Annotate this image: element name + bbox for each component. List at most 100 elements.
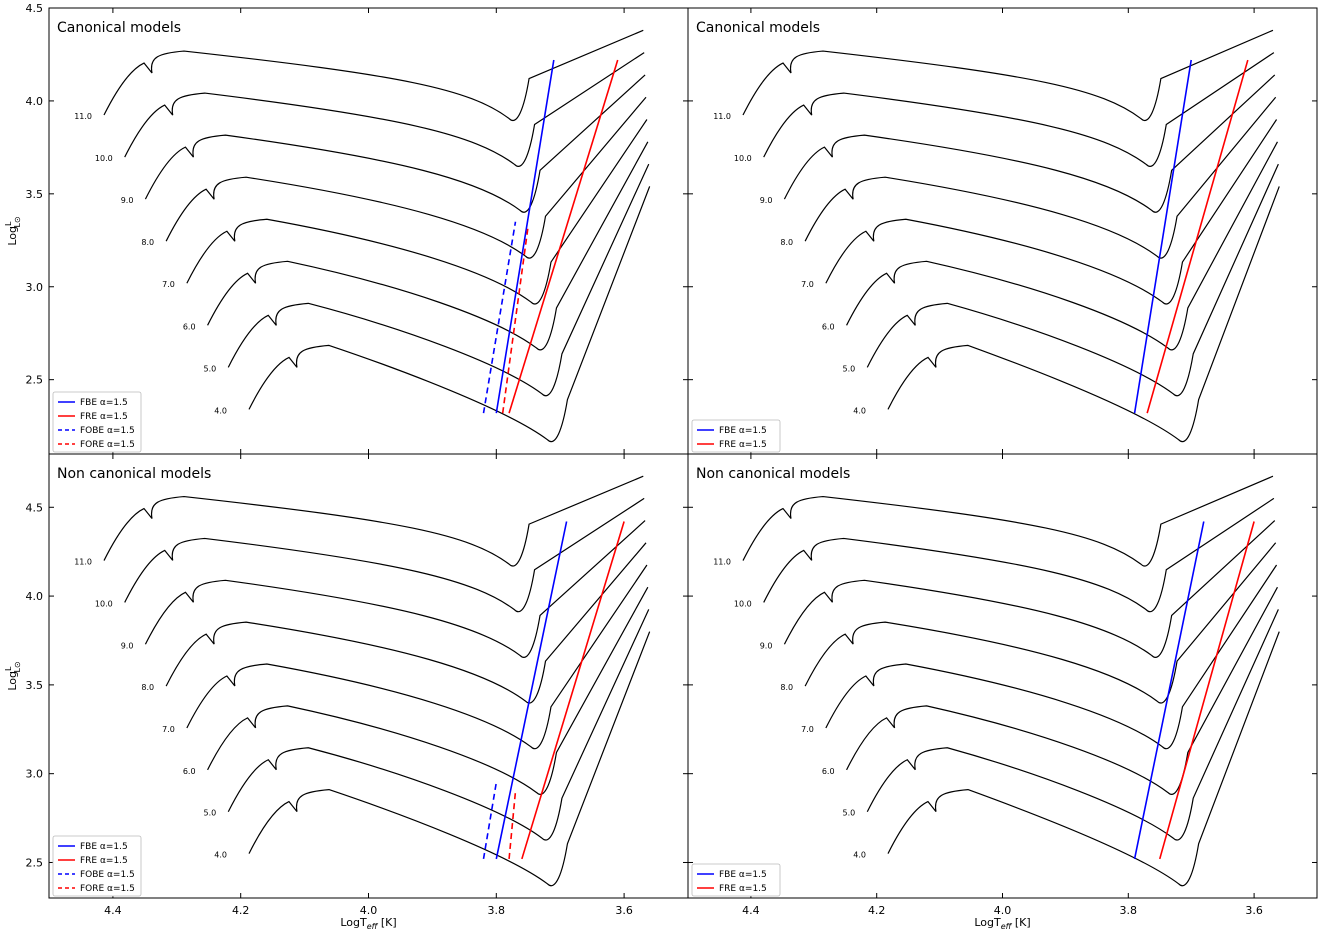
mass-label: 10.0 [734,154,752,163]
evolutionary-track [227,609,650,841]
mass-label: 7.0 [162,725,175,734]
evolutionary-track [887,631,1280,887]
x-axis-label: LogTeff [K] [340,916,396,931]
evolutionary-track [742,29,1274,121]
mass-label: 6.0 [183,322,196,331]
legend-box [52,835,142,897]
x-tick-label: 4.4 [104,904,122,917]
evolutionary-track [825,119,1278,305]
evolutionary-track [227,163,650,397]
mass-label: 9.0 [760,641,773,650]
series-line-3 [482,221,517,414]
mass-label: 6.0 [822,322,835,331]
evolutionary-track [144,520,646,658]
evolutionary-track [783,74,1276,213]
series-line-4 [508,791,517,860]
x-axis-label-unit: [K] [1011,916,1030,929]
legend-label: FORE α=1.5 [80,440,135,450]
panel-title: Canonical models [57,20,181,36]
evolutionary-track [825,564,1278,750]
evolutionary-track [124,497,645,613]
evolutionary-track [144,74,646,213]
evolutionary-track [207,141,649,351]
y-tick-label: 2.5 [26,856,44,869]
legend-label: FBE α=1.5 [719,870,767,880]
mass-label: 5.0 [843,364,856,373]
evolutionary-track [763,497,1275,613]
evolutionary-track [124,52,645,167]
mass-label: 4.0 [853,406,866,415]
evolutionary-track [165,96,647,259]
mass-label: 9.0 [121,196,134,205]
series-line-2 [1146,59,1249,414]
mass-label: 6.0 [183,767,196,776]
mass-label: 9.0 [121,641,134,650]
mass-label: 8.0 [141,238,154,247]
y-axis-label-den: L⊙ [13,216,22,227]
x-axis-label-main: LogT [974,916,1001,929]
y-tick-label: 4.5 [26,2,44,15]
series-line-2 [521,521,625,860]
y-axis-label: LogLL⊙ [4,661,22,690]
y-axis-label: LogLL⊙ [4,216,22,245]
mass-label: 4.0 [853,851,866,860]
x-tick-label: 3.6 [615,904,633,917]
series-line-4 [501,225,530,414]
evolutionary-track [165,542,647,704]
series-line-3 [482,782,498,860]
evolutionary-track [846,586,1278,795]
evolutionary-track [248,631,651,887]
mass-label: 11.0 [74,112,92,121]
evolutionary-track [846,141,1278,351]
mass-label: 4.0 [214,406,227,415]
x-tick-label: 3.8 [488,904,506,917]
mass-label: 5.0 [204,809,217,818]
x-tick-label: 3.6 [1245,904,1263,917]
legend-label: FRE α=1.5 [80,412,128,422]
y-tick-label: 3.5 [26,679,44,692]
legend-label: FRE α=1.5 [719,440,767,450]
panel-title: Canonical models [696,20,820,36]
legend-label: FOBE α=1.5 [80,870,135,880]
mass-label: 10.0 [95,154,113,163]
panel-3: Non canonical models 4.4 4.2 4.0 3.8 3.6 2.5 3.… [26,453,689,917]
x-axis-label-sub: eff [367,922,379,931]
x-axis-label: LogTeff [K] [974,916,1030,931]
y-tick-label: 4.0 [26,590,44,603]
x-axis-label-main: LogT [340,916,367,929]
panel-title: Non canonical models [696,466,850,482]
x-tick-label: 4.2 [868,904,886,917]
x-axis-label-unit: [K] [377,916,396,929]
y-axis-label-prefix: Log [6,226,19,246]
panel-1: Canonical models 2.5 3.0 3.5 4.0 4.5 4.0 5.0 6.0… [26,2,689,455]
legend-label: FORE α=1.5 [80,884,135,894]
y-axis-label-num: L [4,666,13,671]
x-axis-label-sub: eff [1001,922,1013,931]
mass-label: 11.0 [713,558,731,567]
evolutionary-track [804,96,1277,259]
legend-label: FBE α=1.5 [80,398,128,408]
mass-label: 10.0 [95,599,113,608]
mass-label: 5.0 [204,364,217,373]
series-line-1 [495,59,555,414]
mass-label: 11.0 [713,112,731,121]
panel-title: Non canonical models [57,466,211,482]
mass-label: 8.0 [780,683,793,692]
evolutionary-track [783,520,1276,658]
evolutionary-track [887,186,1280,443]
x-tick-label: 4.0 [360,904,378,917]
y-axis-label-num: L [4,221,13,226]
evolutionary-track [763,52,1275,167]
legend-label: FRE α=1.5 [719,884,767,894]
evolutionary-track [866,609,1279,841]
y-axis-label-prefix: Log [6,671,19,691]
y-tick-label: 2.5 [26,374,44,387]
evolutionary-track [804,542,1277,704]
evolutionary-track [103,475,644,567]
y-tick-label: 3.0 [26,768,44,781]
legend-label: FBE α=1.5 [80,842,128,852]
mass-label: 4.0 [214,851,227,860]
x-tick-label: 4.0 [994,904,1012,917]
y-tick-label: 3.0 [26,281,44,294]
